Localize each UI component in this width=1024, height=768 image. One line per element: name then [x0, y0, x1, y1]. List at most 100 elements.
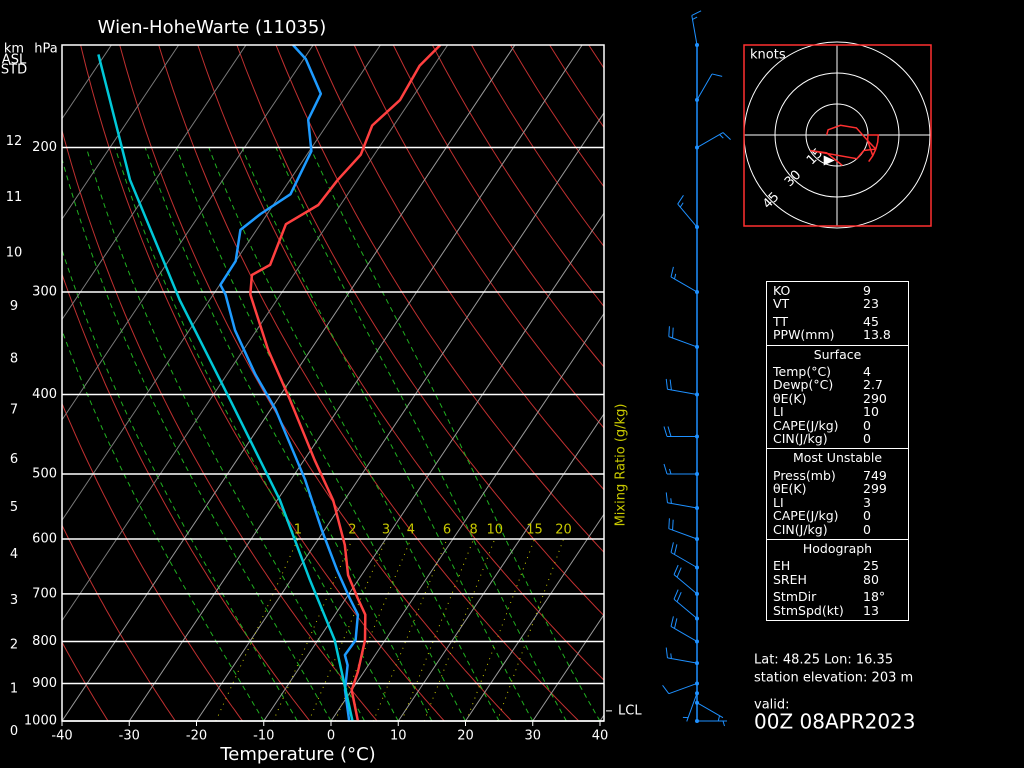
index-label: CIN(J/kg): [773, 521, 828, 537]
row-group: EH 25 SREH 80: [767, 559, 908, 586]
profile: [249, 45, 442, 721]
profile-line: [249, 45, 442, 721]
isotherm: [397, 413, 604, 721]
mixing-ratio-line: [401, 538, 475, 721]
wind-barb: [670, 266, 698, 293]
row-group: KO 9 VT 23: [767, 284, 908, 311]
profile-line: [219, 45, 360, 721]
mixing-ratio-tick-label: 2: [348, 522, 356, 537]
moist-adiabat: [309, 147, 601, 721]
table-row: LI 3: [767, 494, 908, 510]
dry-adiabat: [471, 45, 604, 248]
wind-barb: [668, 326, 698, 348]
height-tick-label: 4: [10, 547, 18, 562]
row-group: TT 45 PPW(mm) 13.8: [767, 313, 908, 342]
height-tick-label: 6: [10, 452, 18, 467]
index-value: 45: [863, 313, 879, 329]
index-label: LI: [773, 494, 784, 510]
indices-table: KO 9 VT 23 TT 45 PPW(mm) 13.8 Surface Temp(°C) 4 De…: [766, 281, 909, 621]
dry-adiabat: [431, 45, 604, 308]
index-label: TT: [773, 313, 789, 329]
isotherm: [196, 111, 604, 721]
table-section: Surface Temp(°C) 4 Dewp(°C) 2.7 θE(K) 290 LI 10 C…: [767, 344, 908, 449]
dry-adiabat: [62, 524, 176, 721]
height-tick-label: 7: [10, 402, 18, 417]
profile: [219, 45, 360, 721]
hodograph-trace: [810, 124, 880, 167]
table-section: Most Unstable Press(mb) 749 θE(K) 299 LI 3 CAPE…: [767, 448, 908, 538]
wind-barb: [677, 195, 698, 228]
wind-barb: [696, 132, 731, 148]
index-value: 4: [863, 364, 871, 380]
x-tick-label: 30: [524, 729, 541, 744]
moist-adiabat: [144, 147, 433, 721]
index-value: 23: [863, 296, 879, 312]
table-row: KO 9: [767, 283, 908, 298]
height-tick-label: 12: [6, 134, 23, 149]
moist-adiabat: [275, 147, 567, 721]
table-row: Dewp(°C) 2.7: [767, 377, 908, 393]
index-value: 2.7: [863, 377, 883, 393]
hodograph-ring-label: 45: [760, 190, 782, 212]
wind-barb: [665, 647, 698, 664]
index-label: CIN(J/kg): [773, 431, 828, 447]
index-value: 0: [863, 417, 871, 433]
index-value: 10: [863, 404, 879, 420]
wind-barb: [682, 693, 698, 722]
table-row: Press(mb) 749: [767, 467, 908, 483]
table-section: KO 9 VT 23 TT 45 PPW(mm) 13.8: [767, 282, 908, 345]
isotherm: [62, 45, 516, 721]
height-tick-label: 11: [6, 190, 23, 205]
table-row: EH 25: [767, 558, 908, 574]
x-tick-label: -10: [253, 729, 274, 744]
valid-label: valid:: [754, 698, 790, 713]
index-value: 0: [863, 521, 871, 537]
index-value: 290: [863, 390, 887, 406]
index-label: Press(mb): [773, 467, 836, 483]
table-row: TT 45: [767, 313, 908, 329]
table-row: LI 10: [767, 404, 908, 420]
index-value: 25: [863, 558, 879, 574]
hodograph-unit: knots: [750, 48, 786, 63]
index-label: CAPE(J/kg): [773, 508, 839, 524]
index-label: Temp(°C): [773, 364, 832, 380]
index-label: StmDir: [773, 589, 817, 605]
y-tick-label: 200: [32, 140, 57, 155]
wind-barb: [670, 542, 698, 568]
index-label: Dewp(°C): [773, 377, 834, 393]
section-title: Surface: [813, 346, 862, 362]
isotherm: [62, 45, 247, 321]
isotherm: [62, 45, 449, 622]
wind-barb: [697, 720, 727, 727]
isotherm: [62, 45, 180, 221]
table-row: θE(K) 290: [767, 390, 908, 406]
x-tick-label: 40: [592, 729, 609, 744]
wind-barb: [696, 702, 724, 721]
isotherm: [62, 45, 381, 522]
profile: [97, 54, 354, 721]
lcl-label: LCL: [618, 703, 642, 718]
table-row: CIN(J/kg) 0: [767, 431, 908, 447]
isotherm: [263, 212, 604, 721]
dry-adiabat: [314, 45, 604, 491]
index-label: LI: [773, 404, 784, 420]
dry-adiabat: [275, 45, 604, 554]
index-label: θE(K): [773, 481, 807, 497]
table-row: CIN(J/kg) 0: [767, 521, 908, 537]
isotherm: [532, 613, 604, 721]
mixing-ratio-line: [272, 538, 353, 721]
wind-barb: [665, 378, 698, 395]
isotherm: [62, 45, 314, 421]
index-label: KO: [773, 283, 791, 298]
mixing-ratio-line: [465, 538, 535, 721]
index-label: VT: [773, 296, 790, 312]
table-row: PPW(mm) 13.8: [767, 328, 908, 342]
table-row: CAPE(J/kg) 0: [767, 508, 908, 524]
table-section: Hodograph EH 25 SREH 80 StmDir 18° StmSpd(kt) 13: [767, 538, 908, 620]
wind-barb: [662, 682, 698, 695]
x-tick-label: 20: [457, 729, 474, 744]
height-tick-label: 1: [10, 681, 18, 696]
section-title: Most Unstable: [792, 450, 883, 466]
